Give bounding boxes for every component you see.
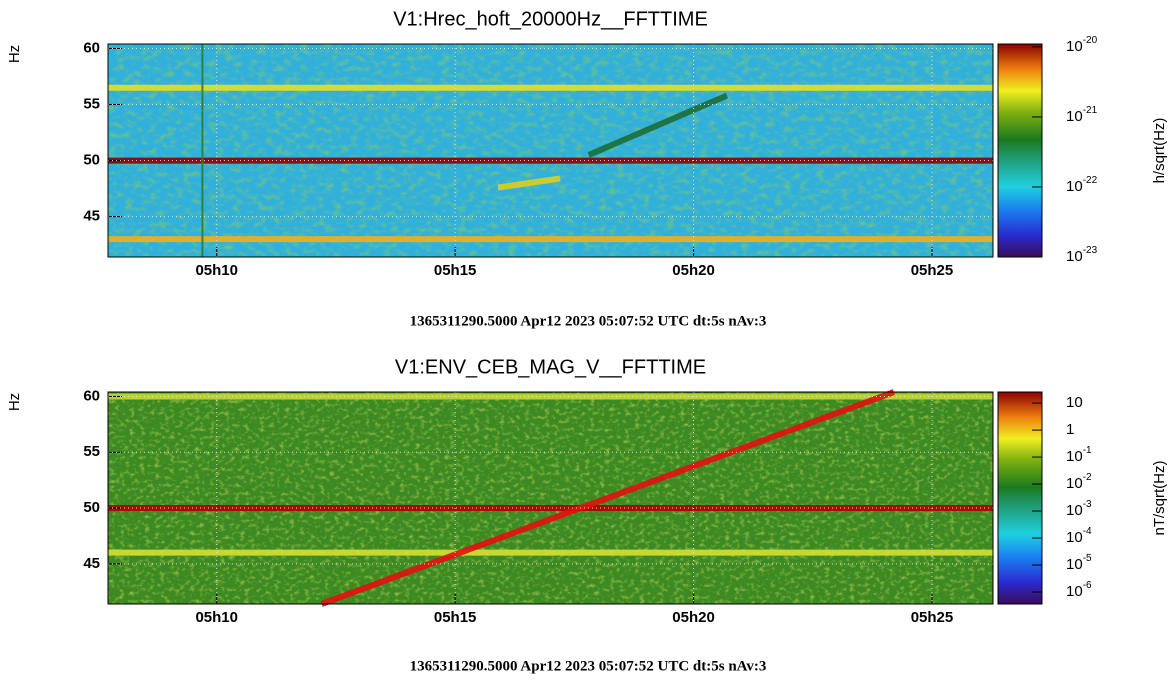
spectral-line	[497, 175, 561, 191]
colorbar-tick-exponent: -2	[1083, 472, 1092, 483]
colorbar-label: h/sqrt(Hz)	[1151, 118, 1168, 184]
x-tick-label: 05h20	[672, 609, 715, 626]
colorbar-tick-label: 10	[1066, 394, 1083, 411]
colorbar-tick-label: 10-22	[1066, 175, 1098, 195]
colorbar-tick-exponent: -20	[1083, 35, 1098, 46]
colorbar-tick-label: 10-23	[1066, 245, 1098, 265]
colorbar-tick-exponent: -5	[1083, 553, 1092, 564]
colorbar-tick-exponent: -6	[1083, 580, 1092, 591]
colorbar-tick-base: 10	[1066, 502, 1083, 519]
x-tick-label: 05h25	[911, 262, 954, 279]
x-tick-label: 05h15	[434, 609, 477, 626]
colorbar-tick-base: 10	[1066, 248, 1083, 265]
plot-frame	[107, 391, 994, 605]
spectral-line	[320, 389, 895, 607]
colorbar-tick-label: 10-2	[1066, 472, 1092, 492]
x-tick-label: 05h20	[672, 262, 715, 279]
x-tick-label: 05h25	[911, 609, 954, 626]
y-tick-label: 45	[83, 555, 100, 572]
plot-frame	[107, 43, 994, 258]
y-tick-label: 60	[83, 39, 100, 56]
colorbar-tick-base: 10	[1066, 529, 1083, 546]
colorbar-tick-label: 10-4	[1066, 526, 1092, 546]
colorbar-tick-exponent: -22	[1083, 175, 1098, 186]
chart-title: V1:Hrec_hoft_20000Hz__FFTTIME	[393, 8, 708, 30]
colorbar-tick-label: 10-20	[1066, 35, 1098, 55]
colorbar	[997, 43, 1043, 258]
colorbar-tick-exponent: -21	[1083, 105, 1098, 116]
colorbar-tick-base: 10	[1066, 556, 1083, 573]
colorbar-tick-exponent: -4	[1083, 526, 1092, 537]
colorbar-tick-base: 1	[1066, 421, 1074, 438]
chart-title: V1:ENV_CEB_MAG_V__FFTTIME	[395, 356, 706, 378]
y-axis-label: Hz	[6, 393, 23, 411]
colorbar-tick-exponent: -1	[1083, 445, 1092, 456]
footer: 1365311290.5000 Apr12 2023 05:07:52 UTC …	[410, 313, 767, 329]
colorbar-tick-label: 10-5	[1066, 553, 1092, 573]
colorbar-tick-base: 10	[1066, 583, 1083, 600]
colorbar-tick-base: 10	[1066, 38, 1083, 55]
colorbar-tick-base: 10	[1066, 448, 1083, 465]
colorbar-tick-label: 10-1	[1066, 445, 1092, 465]
footer: 1365311290.5000 Apr12 2023 05:07:52 UTC …	[410, 658, 767, 674]
colorbar-tick-label: 1	[1066, 421, 1074, 438]
x-tick-label: 05h15	[434, 262, 477, 279]
x-tick-label: 05h10	[195, 609, 238, 626]
y-tick-label: 45	[83, 208, 100, 225]
y-tick-label: 60	[83, 387, 100, 404]
colorbar-tick-base: 10	[1066, 394, 1083, 411]
colorbar-tick-label: 10-21	[1066, 105, 1098, 125]
y-tick-label: 55	[83, 443, 100, 460]
colorbar	[997, 391, 1043, 605]
plot-texture	[108, 392, 993, 604]
spectral-line	[587, 92, 729, 158]
colorbar-tick-label: 10-3	[1066, 499, 1092, 519]
colorbar-tick-exponent: -23	[1083, 245, 1098, 256]
y-axis-label: Hz	[6, 45, 23, 63]
y-tick-label: 55	[83, 96, 100, 113]
colorbar-tick-base: 10	[1066, 178, 1083, 195]
colorbar-tick-base: 10	[1066, 108, 1083, 125]
colorbar-tick-base: 10	[1066, 475, 1083, 492]
colorbar-label: nT/sqrt(Hz)	[1151, 460, 1168, 535]
colorbar-tick-label: 10-6	[1066, 580, 1092, 600]
colorbar-tick-exponent: -3	[1083, 499, 1092, 510]
y-tick-label: 50	[83, 152, 100, 169]
plot-texture	[108, 44, 993, 257]
y-tick-label: 50	[83, 499, 100, 516]
x-tick-label: 05h10	[195, 262, 238, 279]
